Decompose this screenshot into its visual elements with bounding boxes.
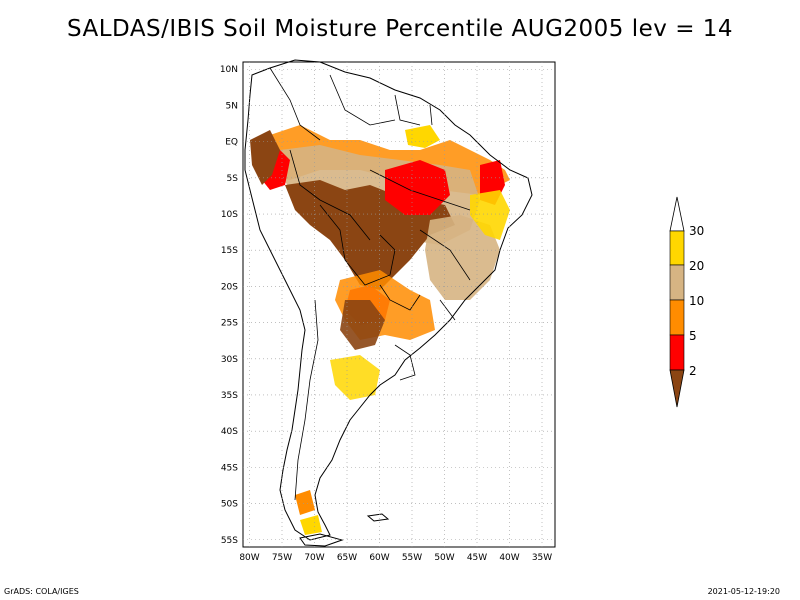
falkland-islands (366, 513, 390, 522)
moisture-fills (250, 125, 510, 535)
border-brazil-states (369, 169, 471, 321)
colorbar-band-5-10 (669, 299, 685, 336)
colorbar-label-30: 30 (689, 224, 704, 238)
lat-tick-label: 20S (221, 282, 238, 292)
lon-tick-label: 60W (369, 553, 389, 563)
map-frame (242, 61, 556, 548)
lon-tick-label: 70W (304, 553, 324, 563)
border-uruguay (394, 344, 416, 381)
footer-credit: GrADS: COLA/IGES (4, 587, 79, 596)
latitude-labels: 10N 5N EQ 5S 10S 15S 20S 25S 30S 35S 40S 45S 50S 55S (220, 65, 238, 546)
lat-tick-label: 55S (221, 536, 238, 546)
colorbar: 30 20 10 5 2 (669, 196, 704, 408)
lat-tick-label: EQ (225, 138, 238, 148)
map-title: SALDAS/IBIS Soil Moisture Percentile AUG… (66, 16, 734, 42)
lat-tick-label: 30S (221, 355, 238, 365)
footer-timestamp: 2021-05-12-19:20 (707, 587, 780, 596)
lat-tick-label: 5S (227, 174, 239, 184)
lat-tick-label: 45S (221, 463, 238, 473)
fill-gold-ne (405, 125, 440, 148)
tierra-del-fuego (299, 533, 344, 547)
fill-gold-south (330, 355, 380, 400)
border-venezuela (329, 74, 396, 126)
lon-tick-label: 75W (272, 553, 292, 563)
coastline (244, 59, 533, 547)
border-paraguay (379, 284, 421, 311)
lat-tick-label: 50S (221, 500, 238, 510)
colorbar-bottom-triangle (669, 369, 685, 408)
south-america-outline (244, 59, 533, 541)
longitude-labels: 80W 75W 70W 65W 60W 55W 50W 45W 40W 35W (239, 553, 552, 563)
lat-tick-label: 5N (226, 101, 238, 111)
lat-tick-label: 10N (220, 65, 238, 75)
colorbar-label-20: 20 (689, 259, 704, 273)
lon-tick-label: 55W (402, 553, 422, 563)
colorbar-band-20-30 (669, 230, 685, 266)
lat-tick-label: 10S (221, 210, 238, 220)
fill-red-center (385, 160, 450, 215)
fill-east-gold (470, 190, 510, 240)
colorbar-label-2: 2 (689, 364, 697, 378)
lat-tick-label: 25S (221, 319, 238, 329)
border-guianas (394, 94, 433, 126)
fill-east-tan (425, 215, 500, 300)
lon-tick-label: 40W (499, 553, 519, 563)
fill-patagonia-orange (295, 490, 315, 515)
grid-lines (243, 62, 555, 547)
lat-tick-label: 15S (221, 246, 238, 256)
lat-tick-label: 35S (221, 391, 238, 401)
border-chile-argentina (294, 299, 319, 501)
fill-south-brown (340, 300, 385, 350)
border-peru-brazil (289, 149, 371, 241)
lon-tick-label: 50W (434, 553, 454, 563)
lon-tick-label: 65W (337, 553, 357, 563)
lon-tick-label: 45W (467, 553, 487, 563)
colorbar-label-5: 5 (689, 329, 697, 343)
colorbar-top-triangle (669, 196, 685, 232)
colorbar-band-10-20 (669, 264, 685, 301)
fill-brown-west (250, 130, 280, 185)
border-colombia (269, 67, 321, 141)
colorbar-label-10: 10 (689, 294, 704, 308)
lat-tick-label: 40S (221, 427, 238, 437)
lon-tick-label: 80W (239, 553, 259, 563)
colorbar-band-2-5 (669, 334, 685, 371)
fill-patagonia-gold (300, 515, 322, 535)
lon-tick-label: 35W (532, 553, 552, 563)
